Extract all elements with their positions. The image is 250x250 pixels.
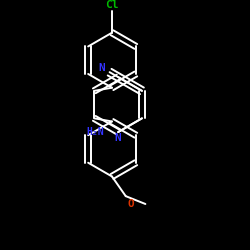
Text: N: N xyxy=(115,133,121,143)
Text: N: N xyxy=(98,63,105,73)
Text: O: O xyxy=(128,199,134,209)
Text: H₂N: H₂N xyxy=(87,127,104,137)
Text: Cl: Cl xyxy=(105,0,119,10)
